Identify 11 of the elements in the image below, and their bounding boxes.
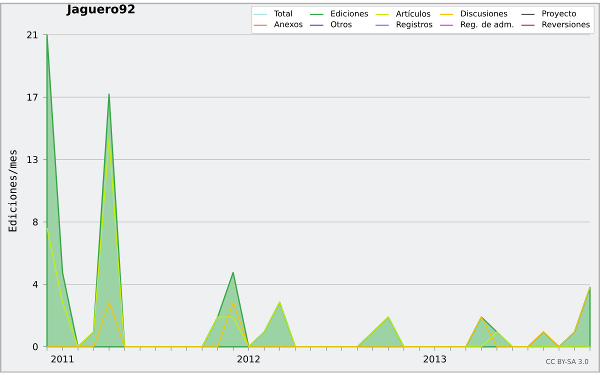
x-tick-label: 2012	[238, 356, 260, 363]
y-tick-label: 8	[33, 218, 38, 226]
x-tick-label: 2013	[424, 356, 446, 363]
y-tick-label: 4	[32, 281, 38, 288]
y-tick-label: 21	[27, 31, 38, 38]
y-tick-label: 13	[28, 156, 38, 164]
chart-title: Jaguero92	[66, 4, 134, 16]
x-tick-label: 2011	[51, 356, 74, 363]
y-tick-label: 17	[28, 94, 38, 101]
y-tick-label: 0	[33, 343, 38, 350]
y-axis-title: Ediciones/mes	[8, 150, 18, 232]
